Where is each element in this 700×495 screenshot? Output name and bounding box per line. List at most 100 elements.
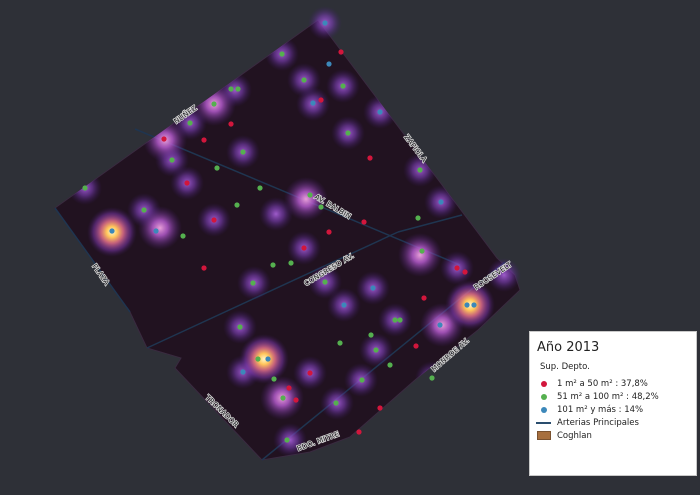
property-point-small <box>356 429 362 435</box>
legend-label-small: 1 m² a 50 m² : 37,8% <box>557 378 648 389</box>
property-point-large <box>310 100 316 106</box>
heat-blob-cool <box>273 423 307 457</box>
property-point-medium <box>318 204 324 210</box>
property-point-small <box>377 405 383 411</box>
property-point-medium <box>368 332 374 338</box>
legend-label-medium: 51 m² a 100 m² : 48,2% <box>557 391 659 402</box>
property-point-medium <box>397 317 403 323</box>
property-point-large <box>109 228 115 234</box>
property-point-large <box>240 369 246 375</box>
property-point-medium <box>169 157 175 163</box>
property-point-large <box>464 302 470 308</box>
heat-layer-outer <box>308 6 521 292</box>
property-point-small <box>286 385 292 391</box>
heat-blob-warm <box>284 177 328 221</box>
property-point-medium <box>240 149 246 155</box>
property-point-small <box>462 269 468 275</box>
property-point-small <box>421 295 427 301</box>
property-point-large <box>438 199 444 205</box>
artery-congreso-east <box>397 214 463 233</box>
property-point-small <box>307 370 313 376</box>
property-point-medium <box>415 215 421 221</box>
property-point-medium <box>250 280 256 286</box>
property-point-large <box>377 109 383 115</box>
property-point-medium <box>187 120 193 126</box>
property-point-medium <box>288 260 294 266</box>
property-point-small <box>293 397 299 403</box>
legend-item-small: 1 m² a 50 m² : 37,8% <box>536 377 690 390</box>
property-point-small <box>301 245 307 251</box>
line-icon <box>536 421 551 424</box>
heat-blob-hot <box>239 334 289 384</box>
property-point-small <box>201 265 207 271</box>
legend-subtitle: Sup. Depto. <box>540 362 590 372</box>
property-point-medium <box>340 83 346 89</box>
property-point-medium <box>270 262 276 268</box>
property-point-medium <box>373 347 379 353</box>
property-point-medium <box>333 400 339 406</box>
fill-swatch-icon <box>536 431 551 440</box>
property-point-medium <box>234 202 240 208</box>
property-point-small <box>326 229 332 235</box>
property-point-medium <box>345 130 351 136</box>
property-point-medium <box>235 86 241 92</box>
property-point-small <box>211 217 217 223</box>
property-point-medium <box>279 51 285 57</box>
property-point-medium <box>180 233 186 239</box>
points-layer <box>82 20 477 443</box>
property-point-medium <box>211 101 217 107</box>
property-point-small <box>201 137 207 143</box>
property-point-small <box>361 219 367 225</box>
property-point-medium <box>322 279 328 285</box>
property-point-medium <box>359 377 365 383</box>
property-point-medium <box>337 340 343 346</box>
heat-blob-warm <box>398 233 442 277</box>
legend-label-large: 101 m² y más : 14% <box>557 404 644 415</box>
heat-blob-cool <box>487 258 521 292</box>
property-point-large <box>265 356 271 362</box>
property-point-large <box>341 302 347 308</box>
artery-congreso <box>146 231 399 349</box>
property-point-medium <box>82 185 88 191</box>
property-point-small <box>161 136 167 142</box>
property-point-medium <box>417 167 423 173</box>
heat-blob-cool <box>259 197 293 231</box>
legend-item-large: 101 m² y más : 14% <box>536 403 690 416</box>
property-point-small <box>454 265 460 271</box>
property-point-medium <box>228 86 234 92</box>
property-point-large <box>370 285 376 291</box>
property-point-medium <box>255 356 261 362</box>
property-point-large <box>326 61 332 67</box>
heat-blob-warm <box>138 206 182 250</box>
property-point-medium <box>387 362 393 368</box>
property-point-medium <box>237 324 243 330</box>
property-point-large <box>322 20 328 26</box>
property-point-medium <box>280 395 286 401</box>
property-point-medium <box>429 375 435 381</box>
property-point-small <box>318 97 324 103</box>
property-point-medium <box>271 376 277 382</box>
map-legend: Año 2013 Sup. Depto. 1 m² a 50 m² : 37,8… <box>529 331 697 476</box>
artery-nunez <box>54 207 131 313</box>
property-point-medium <box>141 207 147 213</box>
heat-blob-hot <box>445 280 495 330</box>
legend-label-arterias: Arterias Principales <box>557 417 639 428</box>
property-point-medium <box>392 317 398 323</box>
legend-label-coghlan: Coghlan <box>557 430 592 441</box>
property-point-small <box>413 343 419 349</box>
red-dot-icon <box>540 380 547 387</box>
property-point-medium <box>257 185 263 191</box>
legend-item-medium: 51 m² a 100 m² : 48,2% <box>536 390 690 403</box>
property-point-medium <box>284 437 290 443</box>
legend-item-arterias: Arterias Principales <box>536 416 690 429</box>
property-point-large <box>437 322 443 328</box>
property-point-small <box>338 49 344 55</box>
property-point-small <box>367 155 373 161</box>
legend-title: Año 2013 <box>537 340 600 355</box>
property-point-large <box>153 228 159 234</box>
property-point-medium <box>419 248 425 254</box>
property-point-large <box>471 302 477 308</box>
property-point-medium <box>301 77 307 83</box>
blue-dot-icon <box>540 406 547 413</box>
property-point-medium <box>214 165 220 171</box>
